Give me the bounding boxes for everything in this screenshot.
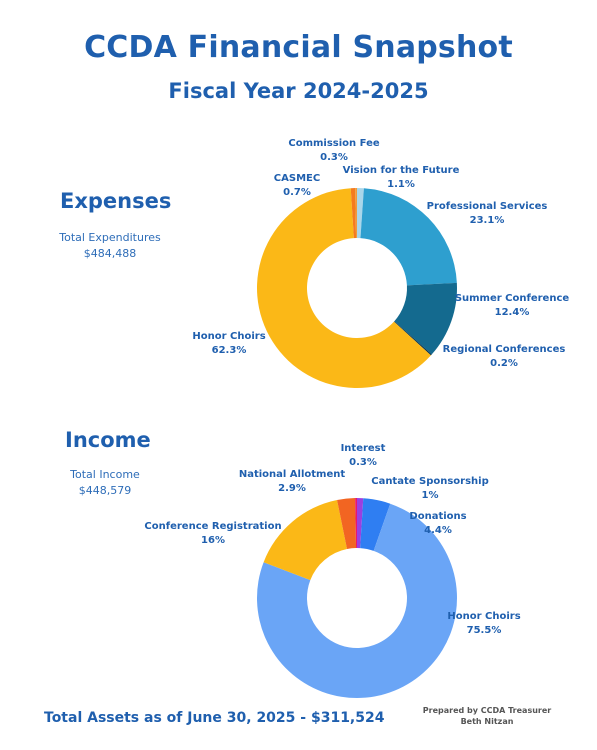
expenses-total: Total Expenditures $484,488 xyxy=(50,230,170,262)
income-label-value: 1% xyxy=(421,490,439,501)
expense-label-text: CASMEC xyxy=(273,173,321,184)
expense-label-text: Vision for the Future xyxy=(342,165,460,176)
income-total: Total Income $448,579 xyxy=(45,467,165,499)
expense-slice-casmec xyxy=(350,188,357,239)
income-slice-interest xyxy=(355,498,357,549)
expense-label-value: 0.3% xyxy=(320,152,348,163)
page-title: CCDA Financial Snapshot xyxy=(84,30,513,65)
income-slice-donations xyxy=(360,498,391,551)
income-label-honor-choirs: Honor Choirs 75.5% xyxy=(447,610,520,638)
expense-label-value: 0.7% xyxy=(283,187,311,198)
income-label-text: National Allotment xyxy=(238,469,346,480)
expense-slice-regional-conferences xyxy=(393,321,432,356)
income-label-national-allotment: National Allotment 2.9% xyxy=(239,468,345,496)
expense-label-text: Professional Services xyxy=(426,201,548,212)
income-label-text: Cantate Sponsorship xyxy=(371,476,489,487)
income-label-text: Honor Choirs xyxy=(447,611,521,622)
income-label-value: 2.9% xyxy=(278,483,306,494)
expense-label-value: 62.3% xyxy=(211,345,247,356)
expense-label-summer-conference: Summer Conference 12.4% xyxy=(455,292,569,320)
prepared-by: Prepared by CCDA Treasurer Beth Nitzan xyxy=(423,705,551,727)
income-label-cantate-sponsorship: Cantate Sponsorship 1% xyxy=(371,475,489,503)
expense-slice-honor-choirs xyxy=(257,188,431,388)
expense-slice-professional-services xyxy=(360,188,457,286)
income-slice-national-allotment xyxy=(337,498,357,550)
income-label-value: 75.5% xyxy=(466,625,502,636)
income-total-label: Total Income xyxy=(70,468,140,481)
expense-label-value: 1.1% xyxy=(387,179,415,190)
income-label-text: Donations xyxy=(409,511,467,522)
total-assets: Total Assets as of June 30, 2025 - $311,… xyxy=(44,710,385,726)
income-slice-cantate-sponsorship xyxy=(357,498,364,549)
expense-slice-summer-conference xyxy=(394,282,457,355)
expense-label-vision: Vision for the Future 1.1% xyxy=(343,164,460,192)
expense-label-value: 23.1% xyxy=(469,215,505,226)
expenses-heading: Expenses xyxy=(60,189,172,213)
expense-label-regional-conferences: Regional Conferences 0.2% xyxy=(443,343,566,371)
expense-label-text: Honor Choirs xyxy=(192,331,266,342)
prepared-by-label: Prepared by CCDA Treasurer xyxy=(422,706,552,715)
expense-slice-commission-fee xyxy=(355,188,357,239)
prepared-by-name: Beth Nitzan xyxy=(460,717,514,726)
expense-label-professional-services: Professional Services 23.1% xyxy=(427,200,548,228)
expense-slice-vision-for-the-future xyxy=(357,188,364,239)
income-slice-honor-choirs xyxy=(257,503,457,698)
income-label-value: 0.3% xyxy=(349,457,377,468)
income-label-text: Interest xyxy=(340,443,386,454)
expense-label-text: Commission Fee xyxy=(288,138,380,149)
income-label-value: 4.4% xyxy=(424,525,452,536)
expense-label-value: 0.2% xyxy=(490,358,518,369)
income-label-conference-registration: Conference Registration 16% xyxy=(144,520,281,548)
income-total-value: $448,579 xyxy=(78,484,132,497)
expense-label-commission-fee: Commission Fee 0.3% xyxy=(288,137,379,165)
income-label-donations: Donations 4.4% xyxy=(409,510,466,538)
page-subtitle: Fiscal Year 2024-2025 xyxy=(168,79,429,103)
income-slice-conference-registration xyxy=(263,500,348,581)
expense-label-honor-choirs: Honor Choirs 62.3% xyxy=(192,330,265,358)
income-label-value: 16% xyxy=(201,535,225,546)
expense-label-value: 12.4% xyxy=(494,307,530,318)
expense-label-casmec: CASMEC 0.7% xyxy=(274,172,320,200)
income-heading: Income xyxy=(65,428,151,452)
expense-label-text: Regional Conferences xyxy=(442,344,566,355)
expenses-total-value: $484,488 xyxy=(83,247,137,260)
income-label-text: Conference Registration xyxy=(144,521,282,532)
expenses-total-label: Total Expenditures xyxy=(59,231,161,244)
expense-label-text: Summer Conference xyxy=(454,293,570,304)
income-label-interest: Interest 0.3% xyxy=(341,442,386,470)
